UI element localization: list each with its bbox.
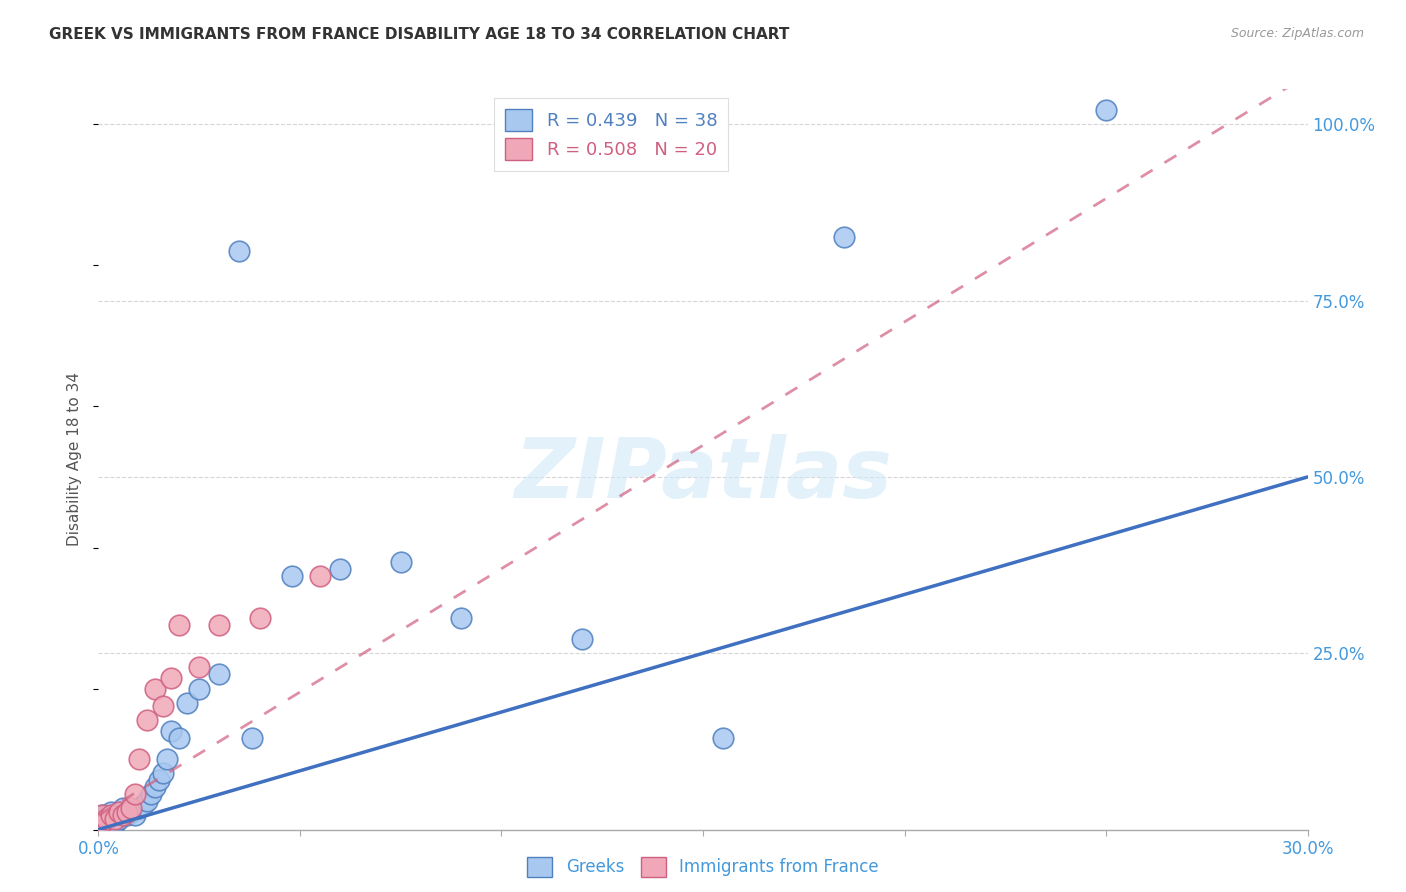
Y-axis label: Disability Age 18 to 34: Disability Age 18 to 34: [67, 372, 83, 547]
Point: [249, 611, 271, 625]
Point: [120, 805, 142, 819]
Point: [832, 230, 855, 244]
Point: [91, 815, 114, 830]
Point: [100, 812, 122, 826]
Point: [711, 731, 734, 745]
Point: [91, 808, 114, 822]
Point: [124, 808, 146, 822]
Point: [176, 696, 198, 710]
Point: [124, 787, 146, 801]
Text: Source: ZipAtlas.com: Source: ZipAtlas.com: [1230, 27, 1364, 40]
Point: [571, 632, 593, 647]
Point: [91, 808, 114, 822]
Point: [152, 699, 174, 714]
Point: [228, 244, 250, 259]
Point: [309, 568, 332, 582]
Point: [152, 766, 174, 780]
Point: [107, 812, 129, 826]
Point: [115, 808, 138, 822]
Text: ZIPatlas: ZIPatlas: [515, 434, 891, 515]
Text: GREEK VS IMMIGRANTS FROM FRANCE DISABILITY AGE 18 TO 34 CORRELATION CHART: GREEK VS IMMIGRANTS FROM FRANCE DISABILI…: [49, 27, 790, 42]
Point: [135, 713, 157, 727]
Point: [111, 808, 134, 822]
Point: [96, 812, 118, 826]
Point: [281, 568, 304, 582]
Point: [103, 812, 125, 826]
Point: [148, 773, 170, 788]
Point: [128, 801, 150, 815]
Point: [160, 671, 183, 685]
Point: [329, 562, 352, 576]
Point: [100, 805, 122, 819]
Point: [91, 815, 114, 830]
Point: [100, 808, 122, 822]
Point: [96, 808, 118, 822]
Point: [188, 660, 211, 674]
Point: [188, 681, 211, 696]
Point: [208, 618, 231, 632]
Point: [111, 801, 134, 815]
Point: [132, 797, 155, 812]
Point: [107, 805, 129, 819]
Point: [115, 805, 138, 819]
Point: [143, 681, 166, 696]
Point: [128, 752, 150, 766]
Point: [111, 808, 134, 822]
Point: [160, 723, 183, 738]
Point: [96, 815, 118, 830]
Point: [389, 555, 412, 569]
Legend: Greeks, Immigrants from France: Greeks, Immigrants from France: [520, 850, 886, 884]
Point: [103, 815, 125, 830]
Point: [167, 618, 190, 632]
Point: [103, 808, 125, 822]
Point: [208, 667, 231, 681]
Point: [143, 780, 166, 795]
Point: [156, 752, 179, 766]
Point: [240, 731, 263, 745]
Point: [1095, 103, 1118, 118]
Point: [135, 794, 157, 808]
Legend: R = 0.439   N = 38, R = 0.508   N = 20: R = 0.439 N = 38, R = 0.508 N = 20: [495, 98, 728, 171]
Point: [139, 787, 162, 801]
Point: [120, 801, 142, 815]
Point: [107, 805, 129, 819]
Point: [450, 611, 472, 625]
Point: [167, 731, 190, 745]
